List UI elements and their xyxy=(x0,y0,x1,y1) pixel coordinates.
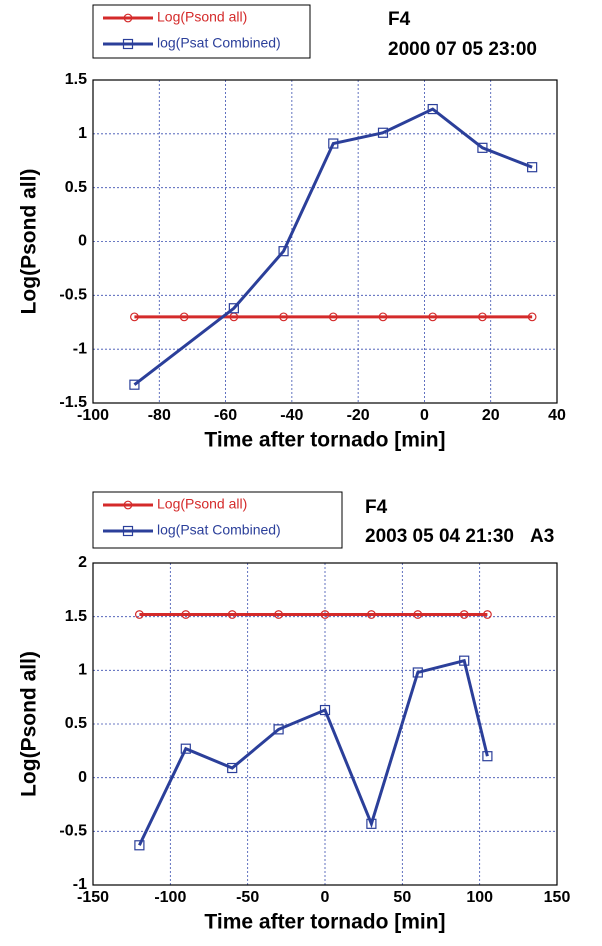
x-tick-label: 0 xyxy=(420,407,429,424)
x-tick-label: -80 xyxy=(148,407,171,424)
marker xyxy=(227,610,237,619)
x-tick-label: 150 xyxy=(544,889,571,906)
y-axis-label: Log(Psond all) xyxy=(18,651,41,797)
chart-title: F4 xyxy=(365,497,388,518)
marker xyxy=(527,162,538,173)
marker xyxy=(413,610,423,619)
chart-title: F4 xyxy=(388,9,411,30)
plot-frame xyxy=(92,79,558,404)
marker xyxy=(377,127,389,138)
y-tick-label: 1.5 xyxy=(65,71,87,88)
marker xyxy=(366,818,377,829)
marker xyxy=(180,743,191,754)
series-line xyxy=(133,107,533,386)
marker xyxy=(179,312,189,322)
marker xyxy=(319,704,331,716)
y-tick-label: 0 xyxy=(78,769,87,786)
y-tick-label: -1 xyxy=(73,340,87,357)
marker xyxy=(320,610,330,619)
x-tick-label: -100 xyxy=(77,407,109,424)
marker xyxy=(459,655,470,666)
marker xyxy=(134,840,145,851)
y-tick-label: -1 xyxy=(73,876,87,893)
chart-subtitle: 2000 07 05 23:00 xyxy=(388,39,537,60)
plot-frame xyxy=(92,562,558,886)
y-tick-label: 1 xyxy=(78,125,87,142)
x-tick-label: -150 xyxy=(77,889,109,906)
marker xyxy=(378,312,388,322)
legend-marker xyxy=(123,500,133,510)
marker xyxy=(412,667,423,678)
marker xyxy=(279,312,288,322)
y-axis-label: Log(Psond all) xyxy=(18,169,41,315)
series-line xyxy=(138,658,489,846)
marker xyxy=(134,610,144,619)
x-tick-label: 20 xyxy=(482,407,500,424)
marker xyxy=(478,312,487,322)
marker xyxy=(428,312,438,322)
chart-subtitle: 2003 05 04 21:30 xyxy=(365,526,514,547)
y-tick-label: 0 xyxy=(78,233,87,250)
legend-label: Log(Psond all) xyxy=(157,496,247,512)
x-tick-label: 100 xyxy=(466,889,493,906)
marker xyxy=(129,379,140,390)
x-tick-label: -100 xyxy=(154,889,186,906)
x-tick-label: 0 xyxy=(321,889,330,906)
legend-label: log(Psat Combined) xyxy=(157,35,281,51)
marker xyxy=(328,138,339,149)
marker xyxy=(367,610,376,619)
marker xyxy=(228,303,239,314)
x-axis-label: Time after tornado [min] xyxy=(204,911,445,934)
marker xyxy=(328,312,338,322)
legend-label: Log(Psond all) xyxy=(157,9,247,25)
marker xyxy=(483,610,492,619)
annotation: A3 xyxy=(530,526,554,547)
legend-marker xyxy=(123,13,133,23)
legend-label: log(Psat Combined) xyxy=(157,522,281,538)
x-tick-label: -50 xyxy=(236,889,259,906)
marker xyxy=(427,103,438,115)
y-tick-label: 1 xyxy=(78,662,87,679)
marker xyxy=(227,762,238,774)
x-tick-label: 50 xyxy=(393,889,411,906)
marker xyxy=(181,610,191,619)
legend-box xyxy=(92,491,343,549)
y-tick-label: 0.5 xyxy=(65,179,87,196)
legend-marker xyxy=(122,38,134,50)
marker xyxy=(278,246,289,257)
y-tick-label: -0.5 xyxy=(59,823,87,840)
marker xyxy=(477,142,488,153)
legend-marker xyxy=(122,525,134,537)
y-tick-label: 0.5 xyxy=(65,715,87,732)
marker xyxy=(274,610,284,619)
marker xyxy=(130,312,139,322)
marker xyxy=(482,751,493,762)
x-tick-label: -20 xyxy=(347,407,370,424)
y-tick-label: 2 xyxy=(78,554,87,571)
marker xyxy=(527,312,537,322)
marker xyxy=(459,610,469,619)
y-tick-label: 1.5 xyxy=(65,608,87,625)
x-axis-label: Time after tornado [min] xyxy=(204,429,445,452)
x-tick-label: -60 xyxy=(214,407,237,424)
marker xyxy=(273,724,284,735)
y-tick-label: -1.5 xyxy=(59,394,87,411)
x-tick-label: -40 xyxy=(280,407,303,424)
y-tick-label: -0.5 xyxy=(59,287,87,304)
x-tick-label: 40 xyxy=(548,407,566,424)
